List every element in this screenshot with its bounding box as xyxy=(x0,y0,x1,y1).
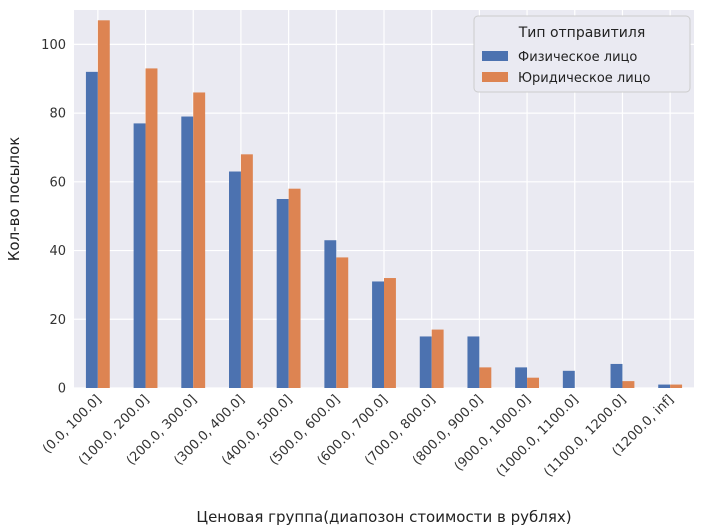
bar-individual xyxy=(229,171,241,388)
bar-legal-entity xyxy=(193,92,206,389)
bar-individual xyxy=(85,71,98,388)
bar-legal-entity xyxy=(240,154,253,388)
y-axis-label: Кол-во посылок xyxy=(5,137,23,262)
bar-legal-entity xyxy=(145,68,158,388)
bar-legal-entity xyxy=(384,278,396,388)
bar-individual xyxy=(419,336,432,388)
y-tick-label: 20 xyxy=(49,313,66,328)
bar-legal-entity xyxy=(622,381,635,388)
x-axis-ticks: (0.0, 100.0](100.0, 200.0](200.0, 300.0]… xyxy=(40,392,677,480)
bar-individual xyxy=(181,116,194,388)
y-tick-label: 60 xyxy=(49,175,66,190)
legend-label-individual: Физическое лицо xyxy=(518,50,637,65)
legend-swatch-legal-entity xyxy=(482,72,508,82)
x-axis-label: Ценовая группа(диапозон стоимости в рубл… xyxy=(196,508,571,526)
bar-individual xyxy=(610,363,623,388)
bar-legal-entity xyxy=(288,188,301,388)
bar-legal-entity xyxy=(336,257,349,388)
legend: Тип отправитиля Физическое лицо Юридичес… xyxy=(473,15,691,93)
bar-legal-entity xyxy=(479,367,492,388)
bar-legal-entity xyxy=(431,329,444,388)
bar-individual xyxy=(658,384,671,388)
x-tick-label: (1100.0, 1200.0] xyxy=(541,392,629,480)
x-tick-label: (1000.0, 1100.0] xyxy=(494,392,582,480)
y-axis-ticks: 0 20 40 60 80 100 xyxy=(41,38,66,397)
bar-individual xyxy=(276,199,289,388)
bar-legal-entity xyxy=(670,384,683,388)
bar-individual xyxy=(133,123,146,389)
y-tick-label: 0 xyxy=(58,382,66,397)
y-tick-label: 80 xyxy=(49,107,66,122)
legend-title: Тип отправитиля xyxy=(518,25,646,41)
y-tick-label: 40 xyxy=(49,244,66,259)
bar-series xyxy=(85,20,683,389)
bar-individual xyxy=(562,370,575,388)
bar-individual xyxy=(467,336,480,388)
legend-box xyxy=(473,15,691,93)
bar-individual xyxy=(515,367,528,388)
legend-swatch-individual xyxy=(482,51,508,61)
bar-legal-entity xyxy=(97,20,110,389)
legend-label-legal-entity: Юридическое лицо xyxy=(518,71,651,86)
bar-legal-entity xyxy=(527,377,539,388)
y-tick-label: 100 xyxy=(41,38,66,53)
bar-individual xyxy=(372,281,384,388)
bar-individual xyxy=(324,240,337,388)
